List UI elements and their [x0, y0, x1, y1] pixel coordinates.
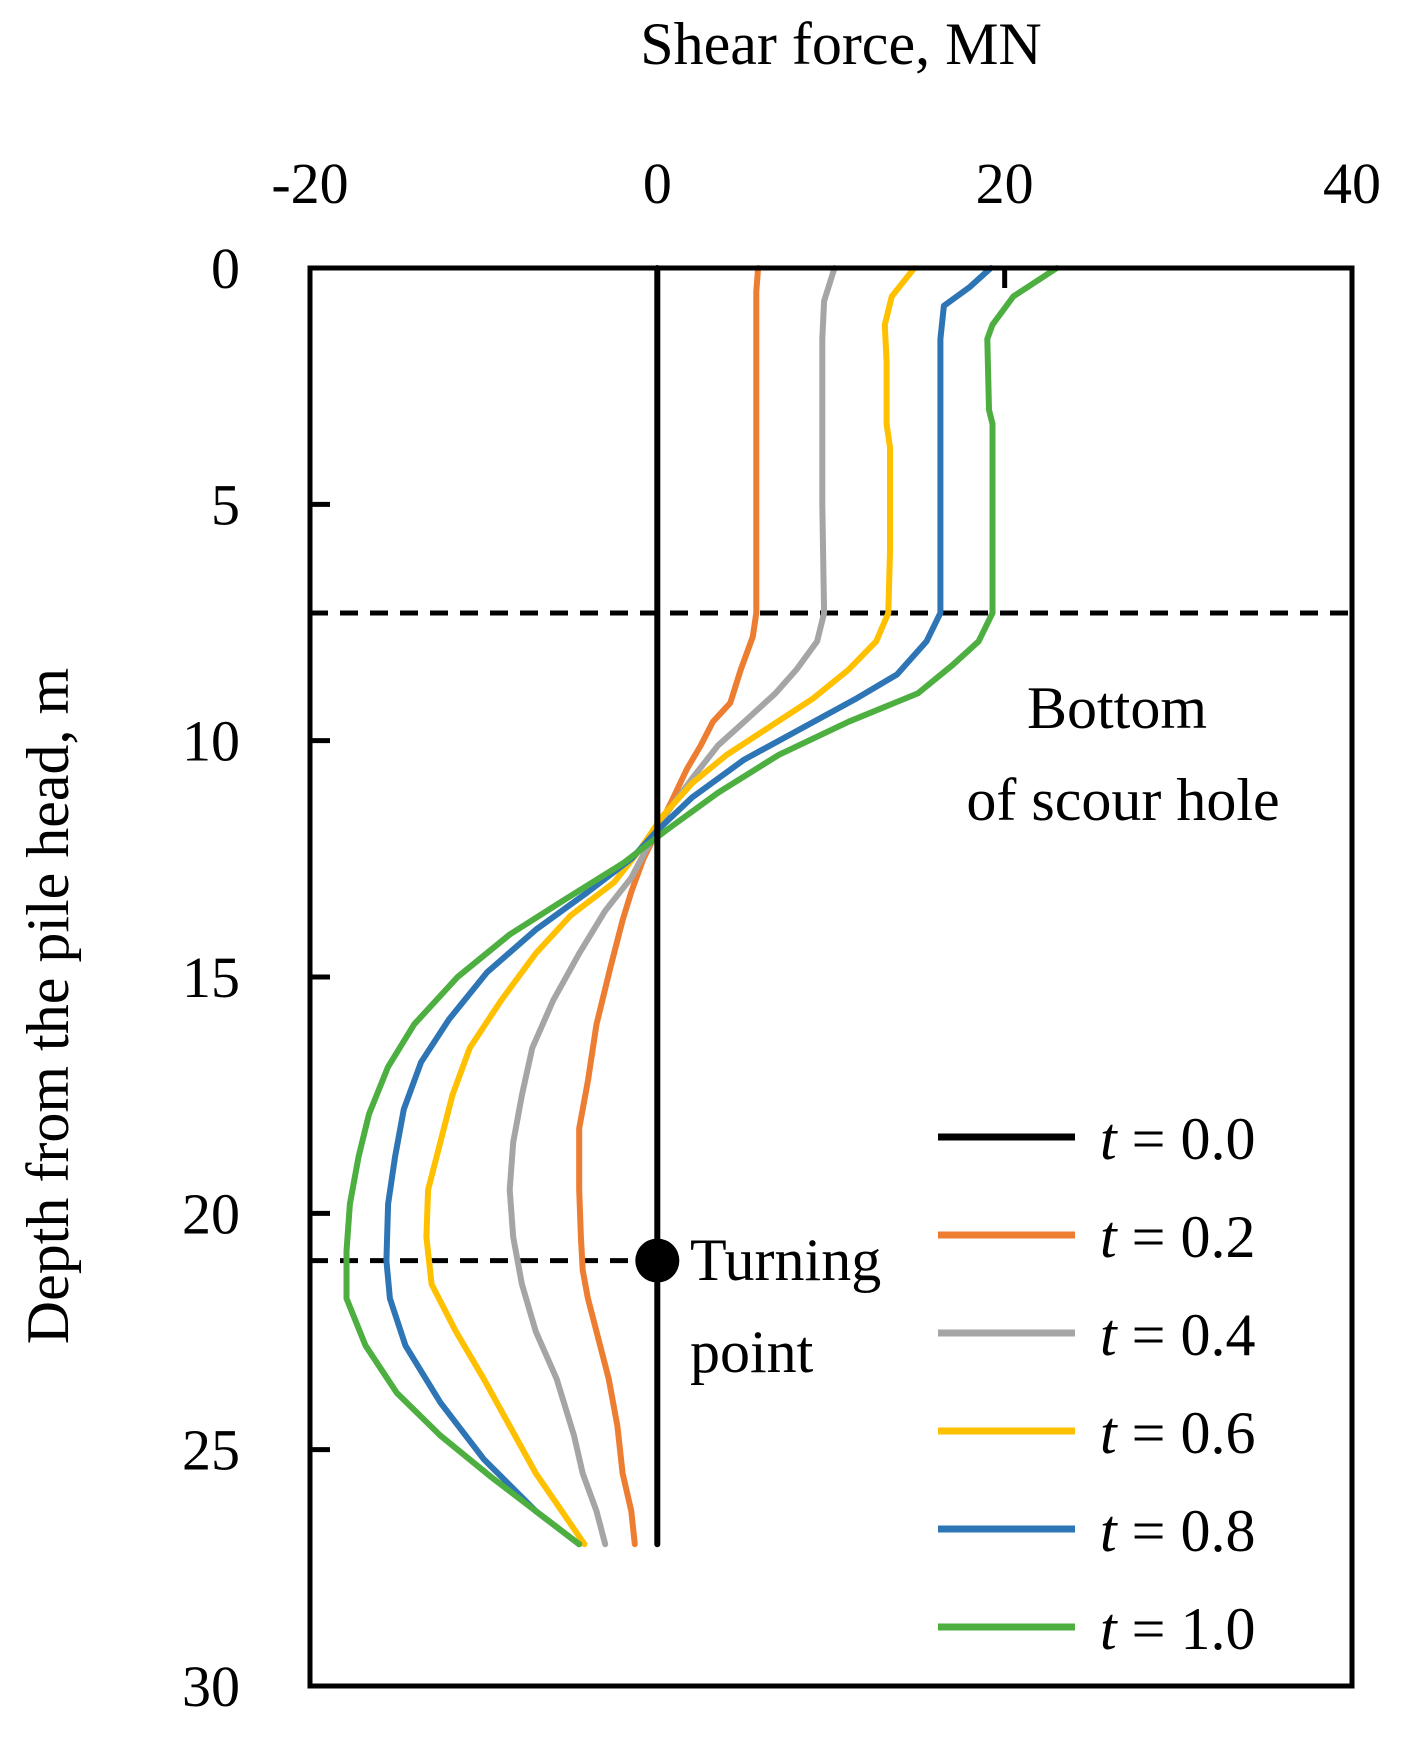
- y-tick-labels: 0 5 10 15 20 25 30: [182, 236, 240, 1719]
- plot-frame: [307, 265, 1355, 1689]
- reference-lines: [310, 610, 1352, 1264]
- x-tick-labels: -20 0 20 40: [271, 151, 1381, 216]
- legend-label: t = 0.2: [1100, 1204, 1256, 1270]
- legend-label: t = 0.8: [1100, 1498, 1256, 1564]
- y-tick-label: 30: [182, 1654, 240, 1719]
- scour-hole-label-line1: Bottom: [1027, 675, 1207, 741]
- legend-label: t = 1.0: [1100, 1596, 1256, 1662]
- legend-label: t = 0.6: [1100, 1400, 1256, 1466]
- y-tick-label: 20: [182, 1181, 240, 1246]
- y-tick-label: 0: [211, 236, 240, 301]
- series-line-0.8: [383, 265, 994, 1548]
- legend-label: t = 0.0: [1100, 1106, 1256, 1172]
- x-tick-label: 0: [643, 151, 672, 216]
- frame-tick-marks: [307, 265, 1355, 1689]
- scour-hole-label-line2: of scour hole: [966, 767, 1279, 833]
- turning-point-label-line2: point: [690, 1319, 814, 1385]
- x-axis-title: Shear force, MN: [640, 11, 1042, 77]
- x-tick-label: 40: [1323, 151, 1381, 216]
- series-line-0.6: [423, 265, 918, 1548]
- y-tick-label: 10: [182, 709, 240, 774]
- y-tick-label: 15: [182, 945, 240, 1010]
- series-group: [343, 265, 1060, 1548]
- turning-point-label-line1: Turning: [690, 1227, 881, 1293]
- y-tick-label: 5: [211, 472, 240, 537]
- series-line-0.2: [576, 265, 762, 1548]
- legend-label: t = 0.4: [1100, 1302, 1256, 1368]
- y-tick-label: 25: [182, 1418, 240, 1483]
- y-axis-title: Depth from the pile head, m: [15, 668, 81, 1344]
- legend: t = 0.0 t = 0.2 t = 0.4 t = 0.6 t = 0.8 t = 1…: [938, 1106, 1256, 1662]
- x-tick-label: 20: [976, 151, 1034, 216]
- x-tick-label: -20: [271, 151, 348, 216]
- series-line-0.4: [506, 265, 838, 1548]
- series-line-1.0: [343, 265, 1060, 1548]
- turning-point-marker: [635, 1238, 680, 1283]
